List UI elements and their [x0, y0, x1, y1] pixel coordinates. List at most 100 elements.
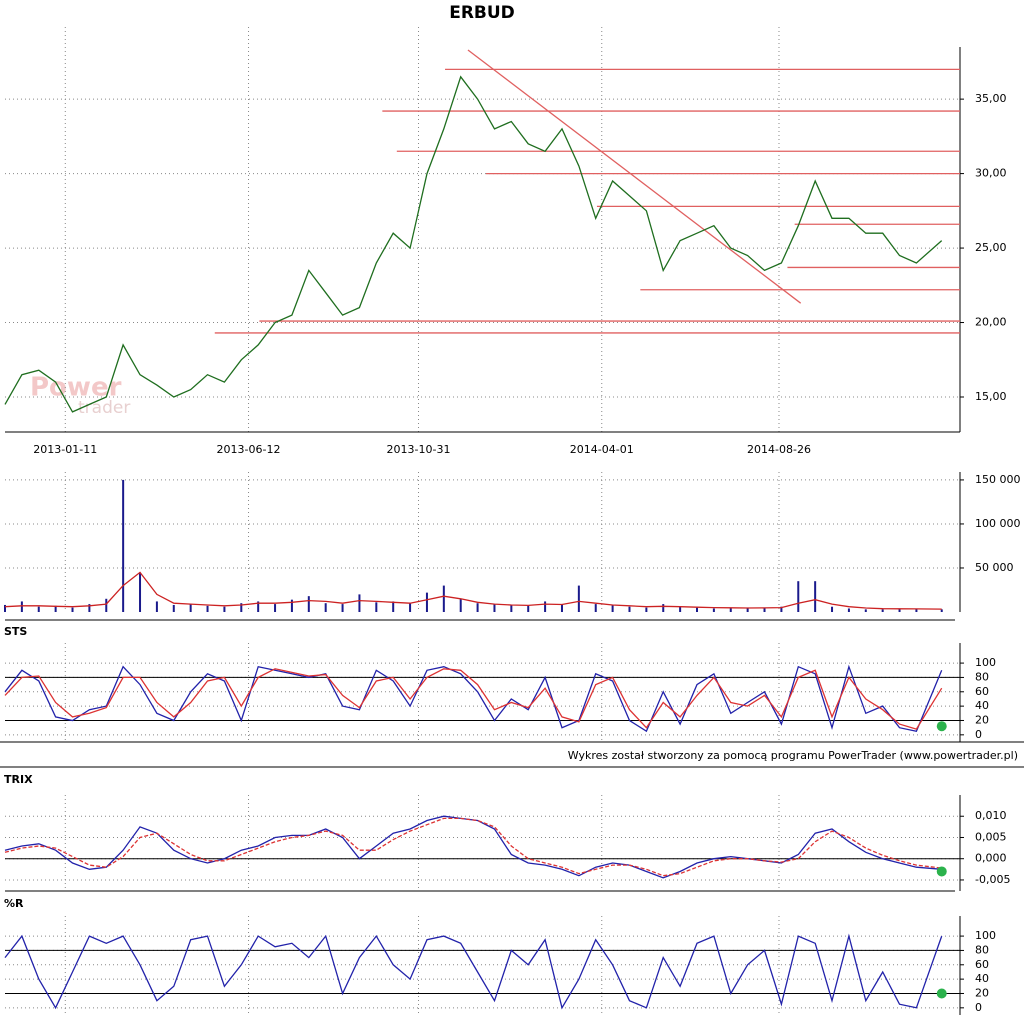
bar: [831, 606, 834, 612]
bar: [510, 604, 513, 612]
bar: [189, 604, 192, 612]
bar: [594, 604, 597, 612]
y-tick-label: 40: [975, 699, 989, 712]
y-tick-label: 100: [975, 656, 996, 669]
bar: [544, 601, 547, 612]
bar: [527, 605, 530, 612]
y-tick-label: 0,010: [975, 809, 1007, 822]
y-tick-label: 25,00: [975, 241, 1007, 254]
bar: [493, 604, 496, 612]
panel-title: TRIX: [4, 773, 33, 786]
bar: [847, 608, 850, 612]
line: [4, 933, 943, 1010]
bar: [729, 607, 732, 612]
y-tick-label: 0,005: [975, 830, 1007, 843]
bar: [696, 607, 699, 612]
bar: [763, 607, 766, 612]
panel-title: %R: [4, 897, 24, 910]
bar: [746, 608, 749, 612]
bar: [476, 603, 479, 612]
bar: [4, 604, 6, 612]
x-tick-label: 2013-10-31: [387, 443, 451, 456]
bar: [712, 608, 715, 612]
bar: [274, 604, 277, 612]
signal-dot: [936, 721, 947, 732]
bar: [611, 604, 614, 612]
x-tick-label: 2013-06-12: [217, 443, 281, 456]
bar: [307, 596, 310, 612]
bar: [392, 601, 395, 612]
watermark: trader: [78, 398, 130, 418]
bar: [645, 607, 648, 612]
bar: [425, 592, 428, 612]
bar: [898, 608, 901, 612]
line: [4, 664, 943, 733]
x-tick-label: 2013-01-11: [33, 443, 97, 456]
y-tick-label: 15,00: [975, 390, 1007, 403]
bar: [88, 604, 91, 612]
bar: [240, 603, 243, 612]
bar: [358, 594, 361, 612]
bar: [780, 606, 783, 612]
y-tick-label: 20: [975, 986, 989, 999]
y-tick-label: 20: [975, 713, 989, 726]
signal-dot: [936, 988, 947, 999]
bar: [37, 606, 40, 612]
y-tick-label: 30,00: [975, 167, 1007, 180]
y-tick-label: 100: [975, 929, 996, 942]
line: [4, 75, 943, 413]
x-tick-label: 2014-04-01: [570, 443, 634, 456]
bar: [223, 606, 226, 612]
footer: Wykres został stworzony za pomocą progra…: [568, 749, 1018, 762]
bar: [864, 609, 867, 612]
bar: [341, 604, 344, 612]
bar: [662, 604, 665, 612]
bar: [139, 572, 142, 612]
bar: [679, 606, 682, 612]
bar: [206, 605, 209, 612]
bar: [409, 603, 412, 612]
bar: [375, 602, 378, 612]
chart-title: ERBUD: [449, 3, 515, 23]
panel-title: STS: [4, 625, 27, 638]
y-tick-label: 150 000: [975, 473, 1021, 486]
y-tick-label: 60: [975, 958, 989, 971]
bar: [797, 581, 800, 612]
signal-dot: [936, 866, 947, 877]
line: [4, 817, 942, 877]
bar: [20, 601, 23, 612]
bar: [442, 585, 445, 612]
y-tick-label: 80: [975, 943, 989, 956]
x-tick-label: 2014-08-26: [747, 443, 811, 456]
bar: [459, 598, 462, 612]
bar: [71, 607, 74, 612]
bar: [290, 599, 293, 612]
bar: [560, 604, 563, 612]
bar: [122, 479, 125, 612]
y-tick-label: 40: [975, 972, 989, 985]
y-tick-label: 80: [975, 670, 989, 683]
bar: [577, 585, 580, 612]
bar: [172, 604, 175, 612]
bar: [881, 609, 884, 612]
y-tick-label: 0,000: [975, 852, 1007, 865]
bar: [915, 609, 918, 612]
bar: [940, 609, 943, 612]
y-tick-label: 20,00: [975, 316, 1007, 329]
y-tick-label: 100 000: [975, 517, 1021, 530]
bar: [155, 601, 158, 612]
y-tick-label: -0,005: [975, 873, 1010, 886]
bar: [105, 598, 108, 612]
line: [4, 571, 942, 610]
bar: [814, 581, 817, 612]
trend-line: [467, 49, 802, 304]
bar: [628, 606, 631, 612]
y-tick-label: 35,00: [975, 92, 1007, 105]
y-tick-label: 50 000: [975, 561, 1014, 574]
y-tick-label: 0: [975, 728, 982, 741]
line: [4, 668, 943, 730]
bar: [257, 601, 260, 612]
y-tick-label: 0: [975, 1001, 982, 1014]
